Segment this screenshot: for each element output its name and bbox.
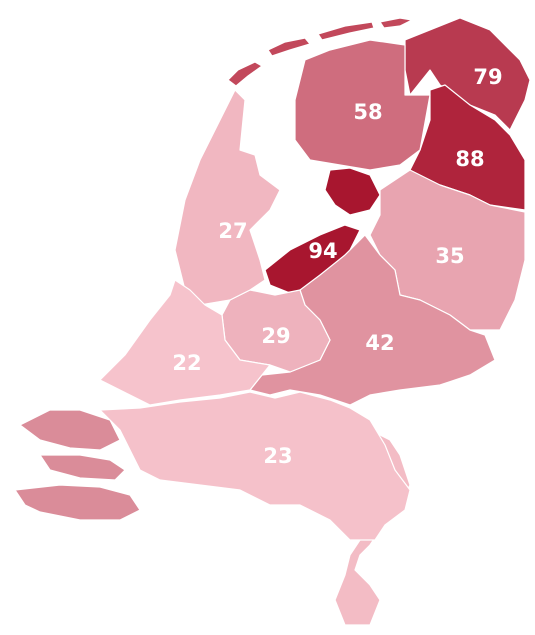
region [20, 410, 120, 450]
value-label: 42 [365, 331, 394, 355]
value-label: 79 [473, 65, 502, 89]
region [40, 455, 125, 480]
value-label: 29 [261, 324, 290, 348]
region [325, 168, 380, 215]
region [15, 485, 140, 520]
island [228, 62, 262, 86]
region [175, 90, 280, 305]
map: 79 88 58 94 35 42 29 27 22 23 [0, 0, 535, 635]
island [318, 22, 374, 40]
value-label: 94 [308, 239, 337, 263]
value-label: 35 [435, 244, 464, 268]
value-label: 88 [455, 147, 484, 171]
value-label: 22 [172, 351, 201, 375]
region [100, 392, 410, 540]
value-label: 27 [218, 219, 247, 243]
value-label: 23 [263, 444, 292, 468]
island [268, 38, 310, 56]
regions [100, 18, 530, 540]
island [380, 18, 412, 28]
value-label: 58 [353, 100, 382, 124]
